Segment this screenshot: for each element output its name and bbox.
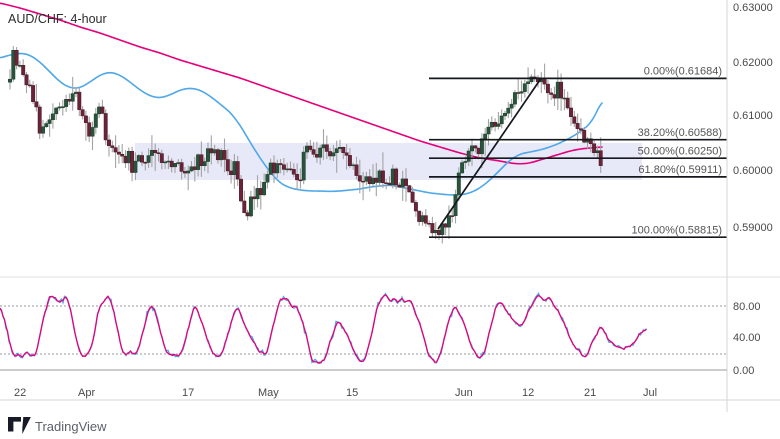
svg-text:38.20%(0.60588): 38.20%(0.60588) — [638, 127, 722, 139]
svg-text:May: May — [258, 387, 279, 399]
svg-text:0.00: 0.00 — [733, 365, 754, 377]
svg-text:0.62000: 0.62000 — [733, 57, 773, 69]
svg-text:0.59000: 0.59000 — [733, 222, 773, 234]
svg-text:TradingView: TradingView — [35, 419, 107, 434]
svg-text:Apr: Apr — [78, 387, 95, 399]
svg-text:0.60000: 0.60000 — [733, 165, 773, 177]
svg-text:50.00%(0.60250): 50.00%(0.60250) — [638, 145, 722, 157]
svg-text:21: 21 — [584, 387, 596, 399]
svg-text:80.00: 80.00 — [733, 301, 761, 313]
svg-text:Jul: Jul — [643, 387, 657, 399]
svg-text:40.00: 40.00 — [733, 332, 761, 344]
svg-text:AUD/CHF: 4-hour: AUD/CHF: 4-hour — [8, 12, 107, 26]
svg-text:61.80%(0.59911): 61.80%(0.59911) — [638, 164, 722, 176]
svg-text:0.00%(0.61684): 0.00%(0.61684) — [644, 66, 722, 78]
svg-text:0.61000: 0.61000 — [733, 110, 773, 122]
svg-text:0.63000: 0.63000 — [733, 2, 773, 14]
svg-text:17: 17 — [182, 387, 194, 399]
svg-text:12: 12 — [522, 387, 534, 399]
svg-text:15: 15 — [346, 387, 358, 399]
svg-text:22: 22 — [14, 387, 26, 399]
svg-text:100.00%(0.58815): 100.00%(0.58815) — [631, 224, 722, 236]
svg-text:Jun: Jun — [455, 387, 473, 399]
